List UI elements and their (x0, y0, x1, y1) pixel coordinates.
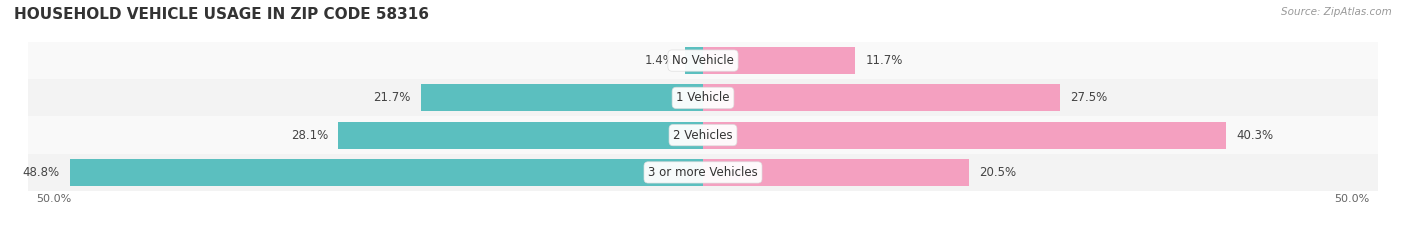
Bar (703, 84, 1060, 111)
Text: 1 Vehicle: 1 Vehicle (676, 91, 730, 104)
Bar (685, 47, 703, 74)
Text: Source: ZipAtlas.com: Source: ZipAtlas.com (1281, 7, 1392, 17)
Bar (422, 84, 703, 111)
Text: 11.7%: 11.7% (865, 54, 903, 67)
Bar (703, 122, 1226, 149)
Bar (28, 116, 1378, 154)
Text: 21.7%: 21.7% (374, 91, 411, 104)
Bar (70, 159, 703, 186)
Bar (28, 42, 1378, 79)
Text: 1.4%: 1.4% (644, 54, 675, 67)
Text: 28.1%: 28.1% (291, 129, 328, 142)
Bar (703, 47, 855, 74)
Text: No Vehicle: No Vehicle (672, 54, 734, 67)
Bar (703, 159, 969, 186)
Text: 27.5%: 27.5% (1070, 91, 1108, 104)
Text: 3 or more Vehicles: 3 or more Vehicles (648, 166, 758, 179)
Text: HOUSEHOLD VEHICLE USAGE IN ZIP CODE 58316: HOUSEHOLD VEHICLE USAGE IN ZIP CODE 5831… (14, 7, 429, 22)
Bar (339, 122, 703, 149)
Text: 20.5%: 20.5% (980, 166, 1017, 179)
Text: 48.8%: 48.8% (22, 166, 59, 179)
Text: 40.3%: 40.3% (1236, 129, 1274, 142)
Bar (28, 154, 1378, 191)
Text: 2 Vehicles: 2 Vehicles (673, 129, 733, 142)
Bar (28, 79, 1378, 116)
